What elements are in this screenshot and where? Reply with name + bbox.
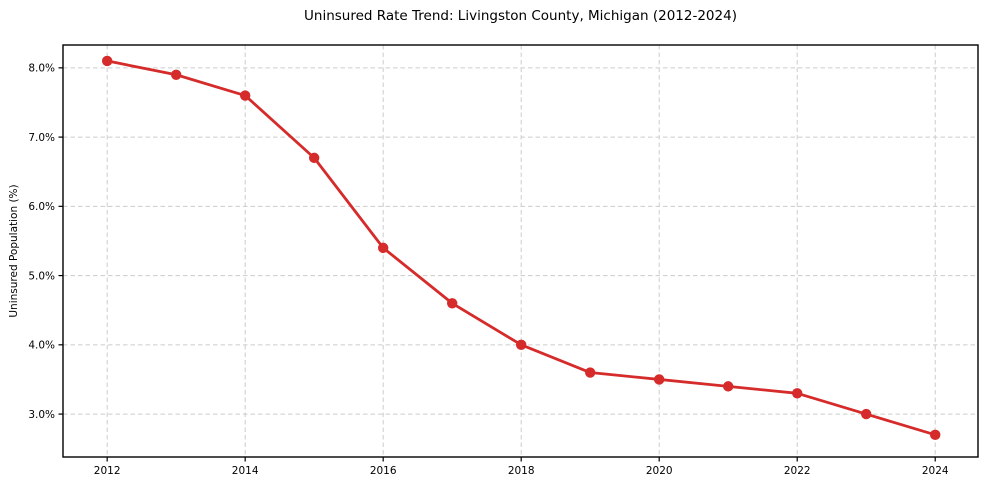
data-point — [170, 69, 182, 80]
data-point — [792, 388, 803, 399]
data-point — [723, 381, 734, 392]
chart-title: Uninsured Rate Trend: Livingston County,… — [304, 8, 737, 24]
y-tick-label: 3.0% — [28, 409, 55, 421]
data-point — [930, 429, 941, 441]
data-point — [861, 408, 872, 420]
data-point — [101, 55, 113, 67]
y-tick-label: 5.0% — [28, 270, 55, 282]
x-tick-label: 2022 — [784, 465, 811, 477]
x-tick-label: 2024 — [922, 465, 949, 477]
data-point — [239, 90, 251, 101]
data-point — [446, 298, 458, 309]
data-point — [653, 374, 665, 385]
data-point — [515, 339, 527, 351]
y-tick-label: 7.0% — [28, 132, 55, 144]
x-tick-label: 2018 — [508, 465, 535, 477]
y-tick-label: 8.0% — [28, 63, 55, 75]
data-point — [377, 242, 389, 254]
y-tick-label: 6.0% — [28, 201, 55, 213]
y-tick-label: 4.0% — [28, 340, 55, 352]
x-tick-label: 2014 — [232, 465, 259, 477]
x-tick-label: 2016 — [370, 465, 397, 477]
data-point — [584, 367, 596, 378]
x-tick-label: 2020 — [646, 465, 673, 477]
plot-frame — [62, 44, 979, 458]
x-tick-label: 2012 — [94, 465, 121, 477]
data-point — [308, 152, 320, 164]
